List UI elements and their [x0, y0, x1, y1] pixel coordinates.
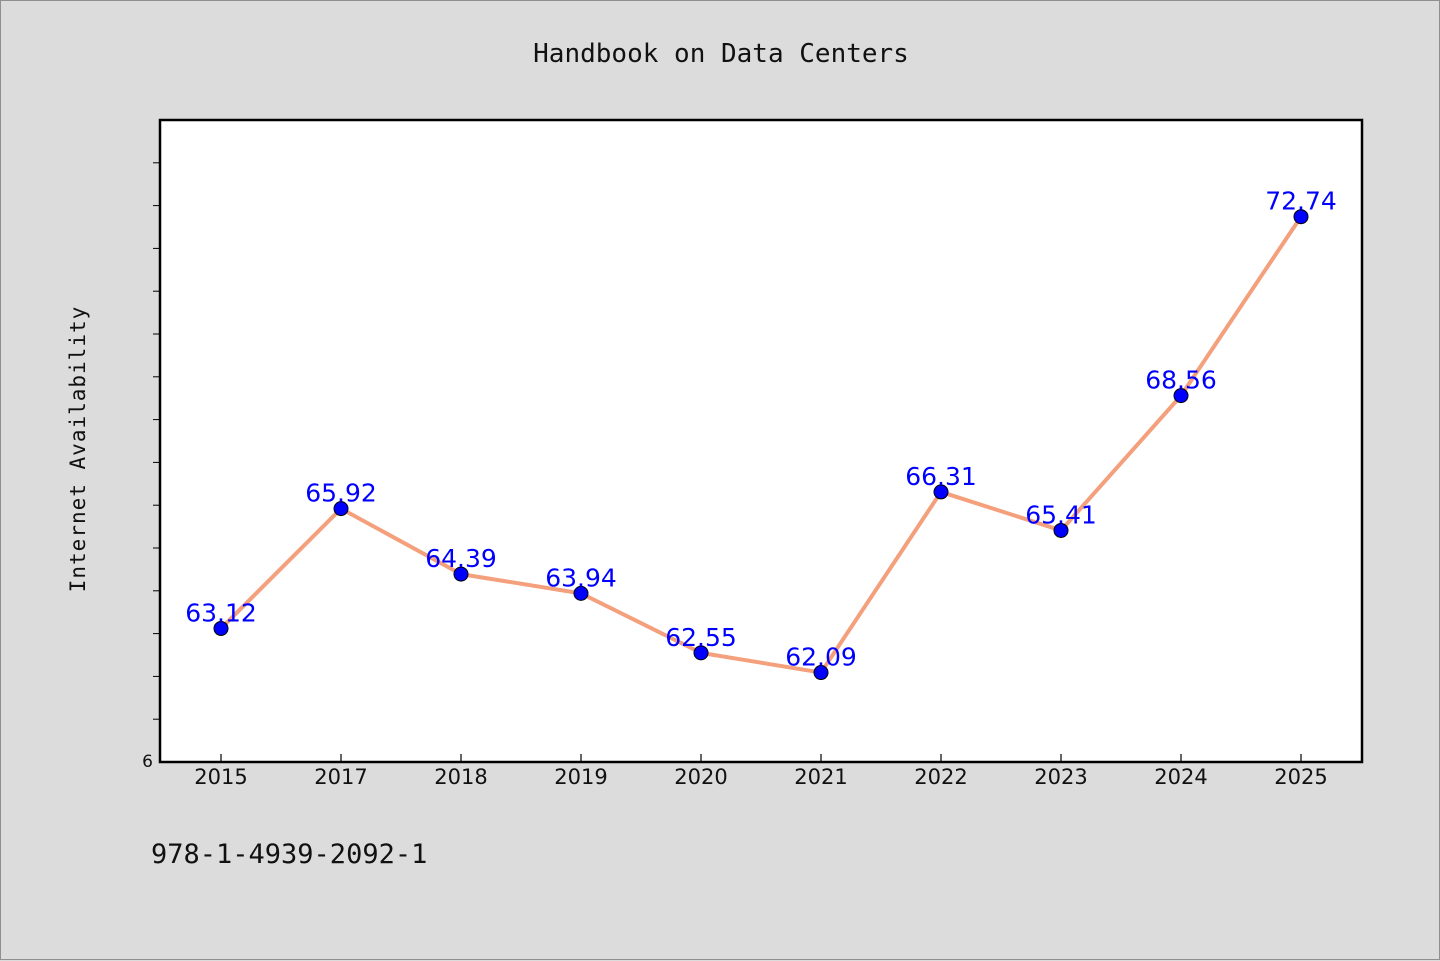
data-label: 63.12	[185, 598, 257, 627]
x-axis-tick-labels: 2015 2017 2018 2019 2020 2021 2022 2023 2024 2025	[194, 765, 1327, 789]
data-point	[333, 501, 349, 517]
data-point	[213, 620, 229, 636]
data-label: 65.92	[305, 479, 377, 508]
data-point	[813, 665, 829, 681]
y-axis-ticks	[153, 162, 160, 720]
data-point	[933, 484, 949, 500]
data-points	[213, 209, 1309, 681]
data-labels: 63.12 65.92 64.39 63.94 62.55 62.09 66.31 65.41…	[185, 187, 1337, 672]
isbn-footer: 978-1-4939-2092-1	[151, 839, 427, 870]
data-point	[453, 566, 469, 582]
data-label: 72.74	[1265, 187, 1337, 216]
x-tick-label: 2023	[1034, 765, 1087, 789]
x-tick-label: 2025	[1274, 765, 1327, 789]
data-point	[693, 645, 709, 661]
chart-title: Handbook on Data Centers	[533, 39, 909, 69]
data-label: 68.56	[1145, 366, 1217, 395]
data-label: 62.09	[785, 643, 857, 672]
data-label: 62.55	[665, 623, 737, 652]
x-tick-label: 2022	[914, 765, 967, 789]
data-label: 63.94	[545, 563, 617, 592]
plot-area	[158, 118, 1364, 764]
x-tick-label: 2018	[434, 765, 487, 789]
data-point	[1293, 209, 1309, 225]
x-tick-label: 2015	[194, 765, 247, 789]
data-point	[573, 585, 589, 601]
data-label: 65.41	[1025, 500, 1097, 529]
x-tick-label: 2020	[674, 765, 727, 789]
data-point	[1053, 522, 1069, 538]
data-point	[1173, 388, 1189, 404]
x-tick-label: 2019	[554, 765, 607, 789]
x-axis-ticks	[220, 754, 1302, 762]
x-tick-label: 2017	[314, 765, 367, 789]
x-tick-label: 2021	[794, 765, 847, 789]
series-line	[219, 214, 1303, 675]
y-tick-label: 6	[142, 752, 153, 772]
data-label: 66.31	[905, 462, 977, 491]
y-axis-label: Internet Availability	[66, 306, 90, 593]
data-label: 64.39	[425, 544, 497, 573]
x-tick-label: 2024	[1154, 765, 1207, 789]
